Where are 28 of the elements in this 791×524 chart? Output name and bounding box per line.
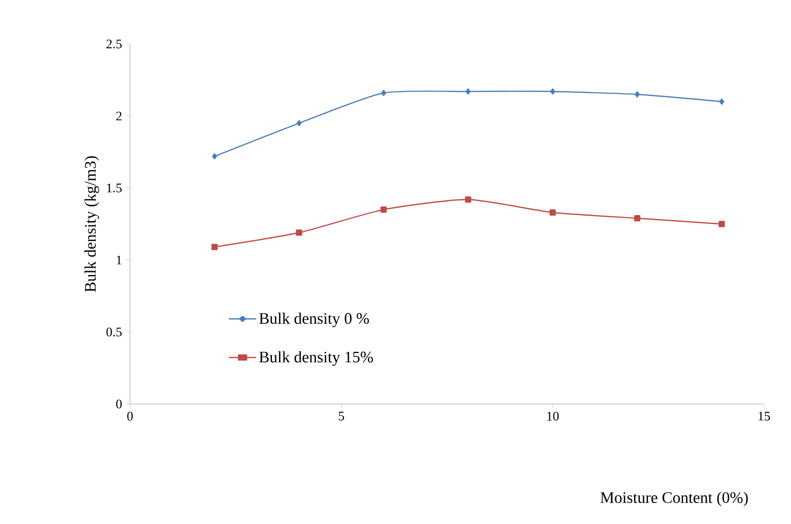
y-tick-label: 1 <box>116 256 122 264</box>
x-tick-label: 0 <box>127 412 133 421</box>
y-tick-label: 0.5 <box>106 328 122 336</box>
point <box>465 196 472 203</box>
point <box>634 91 640 98</box>
point <box>466 88 471 95</box>
x-tick-label: 5 <box>338 412 344 420</box>
y-tick-label: 2 <box>116 112 122 120</box>
y-tick-label: 0 <box>116 400 122 408</box>
legend-label: Bulk density 0 % <box>259 312 369 328</box>
point <box>211 244 218 250</box>
point <box>296 120 302 126</box>
x-tick-label: 15 <box>758 412 770 421</box>
point <box>550 209 556 216</box>
point <box>634 215 640 222</box>
x-tick-label: 10 <box>547 412 559 421</box>
point <box>296 230 302 236</box>
y-axis-title: Bulk density (kg/m3) <box>84 156 100 292</box>
y-tick-label: 1.5 <box>107 184 122 192</box>
point <box>380 206 387 213</box>
point <box>719 98 724 105</box>
y-tick-label: 2.5 <box>106 40 122 48</box>
legend-label: Bulk density 15% <box>259 351 373 366</box>
point <box>718 220 725 228</box>
point <box>550 88 556 95</box>
x-axis-title: Moisture Content (0%) <box>600 492 748 506</box>
point <box>381 90 386 96</box>
point <box>212 153 218 160</box>
